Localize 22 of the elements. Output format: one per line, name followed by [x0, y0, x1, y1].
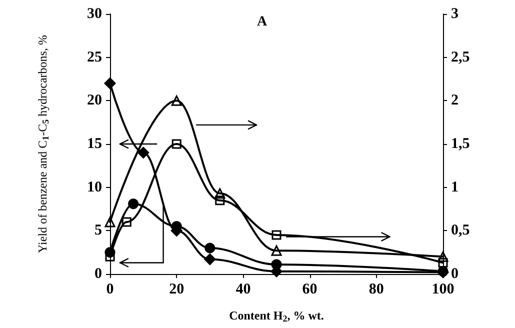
y2-tick-label: 1 [451, 179, 458, 196]
y-tick-label: 0 [94, 266, 102, 282]
x-tick-label: 60 [302, 282, 318, 298]
y2-tick-label: 0 [451, 266, 458, 282]
x-tick-label: 0 [106, 282, 114, 298]
y2-tick-label: 2,5 [451, 49, 470, 66]
x-tick-label: 80 [368, 282, 384, 298]
y-axis-title: Yield of benzene and C1-C5 hydrocarbons, % [36, 35, 50, 253]
y2-tick-label: 3 [451, 6, 458, 22]
y-tick-label: 10 [87, 179, 102, 196]
y-tick-label: 20 [87, 92, 102, 109]
x-tick-label: 100 [432, 282, 454, 298]
y2-tick-label: 2 [451, 92, 458, 109]
y2-tick-label: 0,5 [451, 222, 470, 239]
chart-title: A [257, 14, 268, 30]
y-tick-label: 5 [94, 222, 102, 239]
y-tick-label: 30 [87, 6, 102, 22]
y-tick-label: 15 [87, 136, 102, 152]
x-tick-label: 40 [236, 282, 251, 298]
y-tick-label: 25 [87, 49, 102, 66]
y2-tick-label: 1,5 [451, 136, 470, 152]
x-tick-label: 20 [169, 282, 184, 298]
